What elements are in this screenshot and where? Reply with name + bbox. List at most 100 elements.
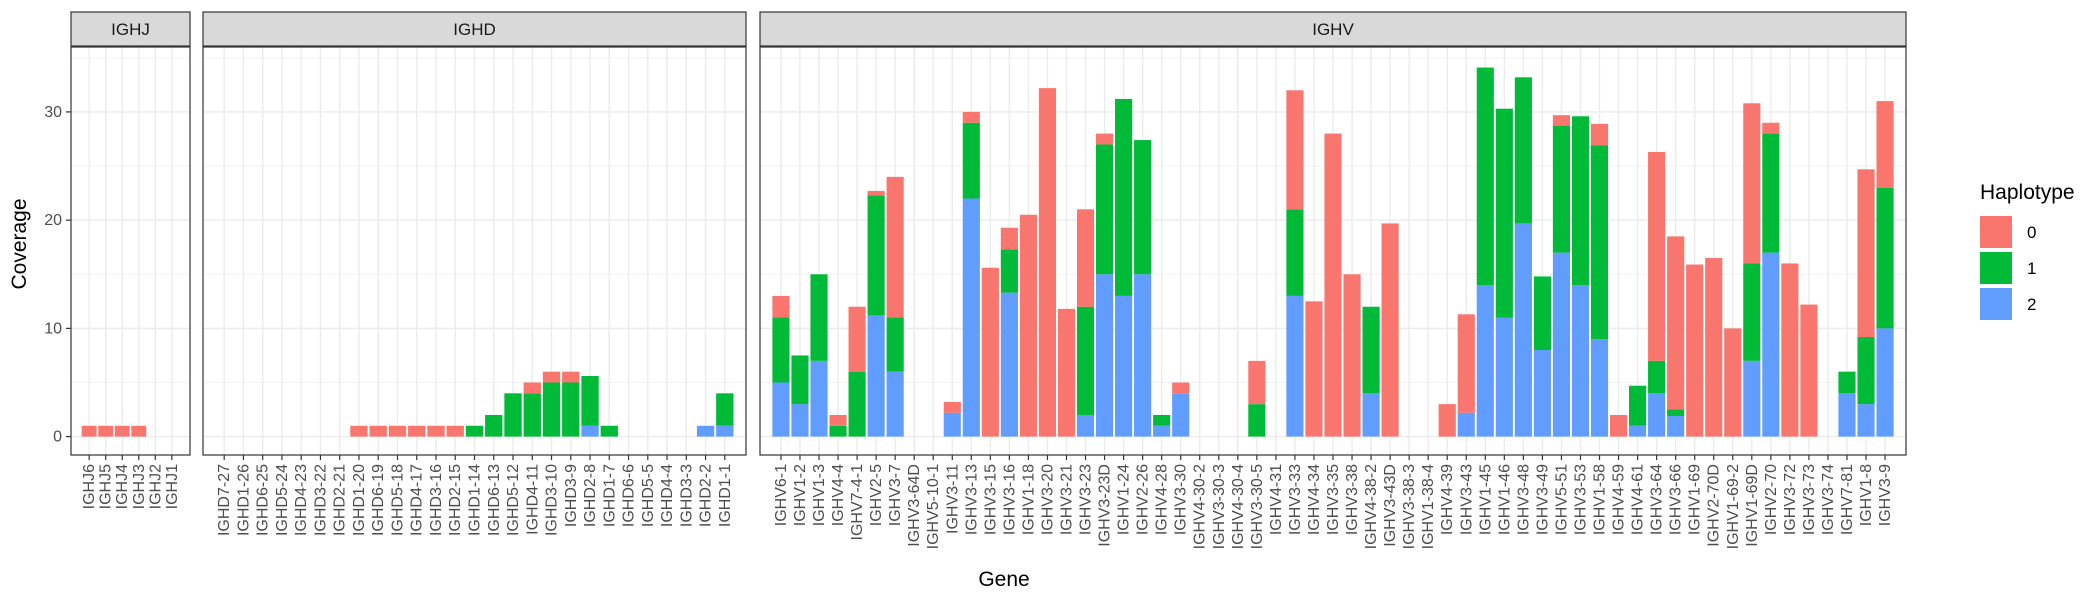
bar-segment-haplotype-2 xyxy=(1476,285,1494,437)
x-tick-label: IGHV2-5 xyxy=(868,464,885,526)
bar-segment-haplotype-0 xyxy=(1057,308,1076,437)
bar-segment-haplotype-0 xyxy=(1000,227,1018,250)
y-tick-label: 30 xyxy=(44,104,62,121)
bar-segment-haplotype-2 xyxy=(1571,285,1590,437)
bar-segment-haplotype-0 xyxy=(962,111,980,123)
x-tick-label: IGHV4-38-2 xyxy=(1363,464,1380,549)
legend-title: Haplotype xyxy=(1980,181,2075,204)
x-tick-label: IGHJ2 xyxy=(147,464,164,509)
x-tick-label: IGHD3-10 xyxy=(544,464,561,536)
x-tick-label: IGHV4-34 xyxy=(1306,464,1323,535)
bar-segment-haplotype-1 xyxy=(1115,98,1133,296)
x-tick-label: IGHJ6 xyxy=(81,464,98,509)
x-tick-label: IGHD6-13 xyxy=(486,464,503,536)
bar-segment-haplotype-2 xyxy=(867,315,885,437)
x-tick-label: IGHV3-64D xyxy=(906,464,923,547)
bar-segment-haplotype-1 xyxy=(1476,67,1494,286)
legend-key-haplotype-0 xyxy=(1980,216,2012,248)
bar-segment-haplotype-1 xyxy=(962,122,980,199)
x-tick-label: IGHV3-21 xyxy=(1058,464,1075,535)
x-tick-label: IGHV1-69D xyxy=(1744,464,1761,547)
x-tick-label: IGHV4-39 xyxy=(1439,464,1456,535)
x-tick-label: IGHV4-28 xyxy=(1154,464,1171,535)
bar-segment-haplotype-0 xyxy=(1076,209,1095,307)
bar-segment-haplotype-2 xyxy=(1495,317,1513,437)
bar-segment-haplotype-1 xyxy=(1552,126,1571,253)
bar-segment-haplotype-0 xyxy=(1248,360,1266,405)
x-tick-label: IGHV2-70 xyxy=(1763,464,1780,535)
bars xyxy=(350,371,734,437)
bar-segment-haplotype-1 xyxy=(1000,249,1018,293)
x-tick-label: IGHV4-59 xyxy=(1611,464,1628,535)
bar-segment-haplotype-1 xyxy=(523,393,541,437)
facet-strip-label: IGHV xyxy=(1312,20,1354,39)
bar-segment-haplotype-0 xyxy=(772,295,790,318)
y-axis-title: Coverage xyxy=(8,198,31,289)
bar-segment-haplotype-1 xyxy=(1495,108,1513,318)
x-tick-label: IGHV3-30 xyxy=(1173,464,1190,535)
x-tick-label: IGHV3-53 xyxy=(1572,464,1589,535)
bar-segment-haplotype-2 xyxy=(1000,292,1018,437)
bar-segment-haplotype-2 xyxy=(1172,393,1190,437)
x-tick-label: IGHV1-3 xyxy=(811,464,828,526)
bar-segment-haplotype-1 xyxy=(600,425,618,437)
bar-segment-haplotype-0 xyxy=(1286,90,1304,210)
x-tick-label: IGHD4-17 xyxy=(409,464,426,536)
x-tick-label: IGHV1-2 xyxy=(792,464,809,526)
bar-segment-haplotype-0 xyxy=(427,425,445,437)
x-tick-label: IGHV7-81 xyxy=(1839,464,1856,535)
x-tick-label: IGHD5-12 xyxy=(505,464,522,536)
x-tick-label: IGHV3-23 xyxy=(1078,464,1095,535)
facet-strip-label: IGHJ xyxy=(111,20,150,39)
x-tick-label: IGHV1-69 xyxy=(1687,464,1704,535)
bar-segment-haplotype-2 xyxy=(1134,274,1152,437)
bar-segment-haplotype-1 xyxy=(465,425,484,437)
legend-label: 2 xyxy=(2027,295,2036,314)
bar-segment-haplotype-1 xyxy=(1590,145,1609,340)
panel-ighj: IGHJ IGHJ6 IGHJ5 IGHJ4 IGHJ3 IGHJ2 IGHJ1 xyxy=(70,11,191,509)
bar-segment-haplotype-0 xyxy=(1552,115,1571,127)
bar-segment-haplotype-1 xyxy=(867,195,885,316)
bar-segment-haplotype-2 xyxy=(772,382,790,437)
bar-segment-haplotype-1 xyxy=(1514,77,1532,224)
bar-segment-haplotype-2 xyxy=(1514,223,1532,437)
x-tick-label: IGHV3-73 xyxy=(1801,464,1818,535)
bar-segment-haplotype-0 xyxy=(1686,264,1704,437)
x-tick-label: IGHV1-58 xyxy=(1592,464,1609,535)
bar-segment-haplotype-1 xyxy=(1648,360,1666,394)
bar-segment-haplotype-0 xyxy=(1609,414,1628,437)
bar-segment-haplotype-0 xyxy=(1705,258,1723,437)
x-tick-label: IGHD3-3 xyxy=(678,464,695,527)
bar-segment-haplotype-1 xyxy=(1629,385,1647,426)
x-tick-label: IGHJ4 xyxy=(114,464,131,509)
facet-strip-label: IGHD xyxy=(453,20,496,39)
x-tick-label: IGHV1-24 xyxy=(1116,464,1133,535)
x-axis-title: Gene xyxy=(978,568,1029,591)
x-tick-label: IGHD1-14 xyxy=(467,464,484,536)
x-tick-label: IGHV3-30-3 xyxy=(1211,464,1228,549)
x-tick-label: IGHD3-9 xyxy=(563,464,580,527)
y-tick-label: 10 xyxy=(44,320,62,337)
bar-segment-haplotype-0 xyxy=(1667,236,1685,410)
x-tick-label: IGHV4-61 xyxy=(1630,464,1647,535)
x-tick-label: IGHD5-18 xyxy=(389,464,406,536)
x-tick-label: IGHD6-6 xyxy=(621,464,638,527)
x-tick-label: IGHD4-4 xyxy=(659,464,676,527)
x-tick-label: IGHV3-11 xyxy=(944,464,961,534)
x-tick-label: IGHV6-1 xyxy=(773,464,790,526)
bar-segment-haplotype-2 xyxy=(1857,404,1875,437)
bar-segment-haplotype-0 xyxy=(1095,133,1114,145)
bar-segment-haplotype-0 xyxy=(886,176,904,318)
bar-segment-haplotype-1 xyxy=(1134,140,1152,275)
legend-label: 0 xyxy=(2027,223,2036,242)
x-tick-label: IGHD2-2 xyxy=(698,464,715,527)
bar-segment-haplotype-1 xyxy=(562,382,580,437)
x-tick-label: IGHD5-5 xyxy=(640,464,657,527)
bar-segment-haplotype-0 xyxy=(1648,151,1666,361)
x-tick-label: IGHV3-30-5 xyxy=(1249,464,1266,549)
bar-segment-haplotype-1 xyxy=(791,355,809,405)
bar-segment-haplotype-0 xyxy=(848,306,866,372)
panel-background xyxy=(71,47,190,455)
panel-border xyxy=(70,46,191,456)
